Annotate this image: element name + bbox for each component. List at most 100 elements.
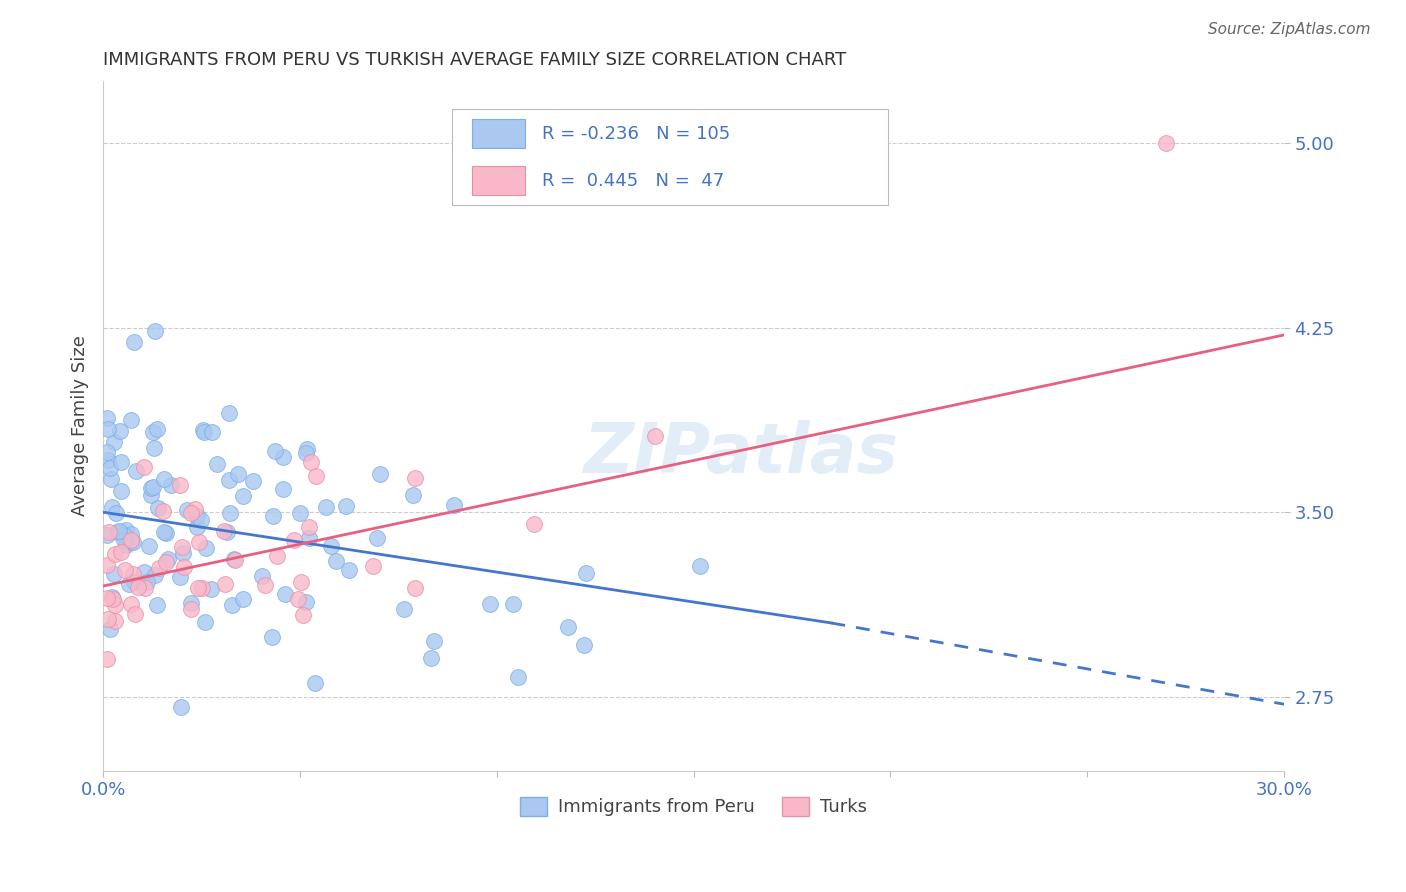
Point bbox=[193, 425, 215, 439]
Point bbox=[97, 524, 120, 539]
Point bbox=[363, 559, 385, 574]
Point bbox=[143, 441, 166, 455]
FancyBboxPatch shape bbox=[471, 166, 524, 195]
Point bbox=[205, 458, 228, 472]
Point bbox=[143, 568, 166, 582]
Point bbox=[298, 519, 321, 533]
Point bbox=[101, 500, 124, 514]
Point bbox=[262, 508, 284, 523]
Point bbox=[146, 422, 169, 436]
Point bbox=[298, 531, 321, 545]
FancyBboxPatch shape bbox=[451, 109, 889, 205]
Point bbox=[127, 581, 149, 595]
Point bbox=[134, 565, 156, 579]
Point bbox=[254, 578, 277, 592]
Point bbox=[218, 406, 240, 420]
Point bbox=[187, 581, 209, 595]
Point bbox=[273, 587, 295, 601]
Point bbox=[142, 425, 165, 439]
Point bbox=[134, 581, 156, 595]
Point bbox=[1154, 136, 1177, 150]
Point bbox=[315, 500, 337, 515]
Point bbox=[96, 558, 118, 572]
Point bbox=[104, 615, 127, 629]
Point bbox=[319, 539, 342, 553]
Point bbox=[402, 488, 425, 502]
Point bbox=[194, 541, 217, 555]
Point bbox=[218, 473, 240, 487]
Point bbox=[148, 501, 170, 516]
Point bbox=[184, 502, 207, 516]
Text: Source: ZipAtlas.com: Source: ZipAtlas.com bbox=[1208, 22, 1371, 37]
Point bbox=[160, 478, 183, 492]
Point bbox=[172, 540, 194, 554]
Point bbox=[335, 499, 357, 513]
Point bbox=[305, 469, 328, 483]
FancyBboxPatch shape bbox=[471, 120, 524, 148]
Point bbox=[221, 599, 243, 613]
Point bbox=[264, 443, 287, 458]
Point bbox=[125, 464, 148, 478]
Point bbox=[120, 533, 142, 547]
Point bbox=[169, 570, 191, 584]
Point bbox=[295, 442, 318, 456]
Point bbox=[443, 498, 465, 512]
Point bbox=[201, 425, 224, 439]
Point bbox=[112, 533, 135, 547]
Text: IMMIGRANTS FROM PERU VS TURKISH AVERAGE FAMILY SIZE CORRELATION CHART: IMMIGRANTS FROM PERU VS TURKISH AVERAGE … bbox=[103, 51, 846, 69]
Point bbox=[101, 591, 124, 605]
Point bbox=[110, 455, 132, 469]
Point bbox=[368, 467, 391, 481]
Point bbox=[104, 507, 127, 521]
Point bbox=[96, 591, 118, 605]
Point bbox=[170, 700, 193, 714]
Point bbox=[110, 484, 132, 499]
Point bbox=[155, 555, 177, 569]
Point bbox=[100, 472, 122, 486]
Point bbox=[108, 424, 131, 438]
Point bbox=[366, 531, 388, 545]
Point bbox=[295, 595, 318, 609]
Point bbox=[148, 560, 170, 574]
Point bbox=[103, 566, 125, 581]
Point bbox=[169, 478, 191, 492]
Point bbox=[142, 480, 165, 494]
Point bbox=[325, 554, 347, 568]
Point bbox=[423, 634, 446, 648]
Point bbox=[96, 652, 118, 666]
Point bbox=[115, 524, 138, 538]
Point bbox=[242, 475, 264, 489]
Point bbox=[122, 535, 145, 549]
Point bbox=[120, 413, 142, 427]
Point bbox=[287, 592, 309, 607]
Point bbox=[304, 676, 326, 690]
Point bbox=[689, 558, 711, 573]
Point bbox=[105, 525, 128, 540]
Point bbox=[478, 597, 501, 611]
Point bbox=[110, 545, 132, 559]
Point bbox=[115, 538, 138, 552]
Point bbox=[138, 539, 160, 553]
Point bbox=[283, 533, 305, 547]
Point bbox=[121, 566, 143, 581]
Point bbox=[226, 467, 249, 481]
Point bbox=[96, 528, 118, 542]
Point bbox=[190, 581, 212, 595]
Point bbox=[420, 651, 443, 665]
Point bbox=[218, 507, 240, 521]
Point bbox=[186, 509, 208, 524]
Point bbox=[273, 482, 295, 496]
Point bbox=[180, 596, 202, 610]
Point bbox=[152, 504, 174, 518]
Text: R =  0.445   N =  47: R = 0.445 N = 47 bbox=[543, 171, 724, 190]
Point bbox=[295, 446, 318, 460]
Point bbox=[173, 560, 195, 574]
Point bbox=[172, 546, 194, 560]
Point bbox=[98, 622, 121, 636]
Point bbox=[290, 574, 312, 589]
Point bbox=[180, 602, 202, 616]
Point bbox=[250, 568, 273, 582]
Point bbox=[180, 506, 202, 520]
Point bbox=[292, 608, 315, 623]
Point bbox=[146, 598, 169, 612]
